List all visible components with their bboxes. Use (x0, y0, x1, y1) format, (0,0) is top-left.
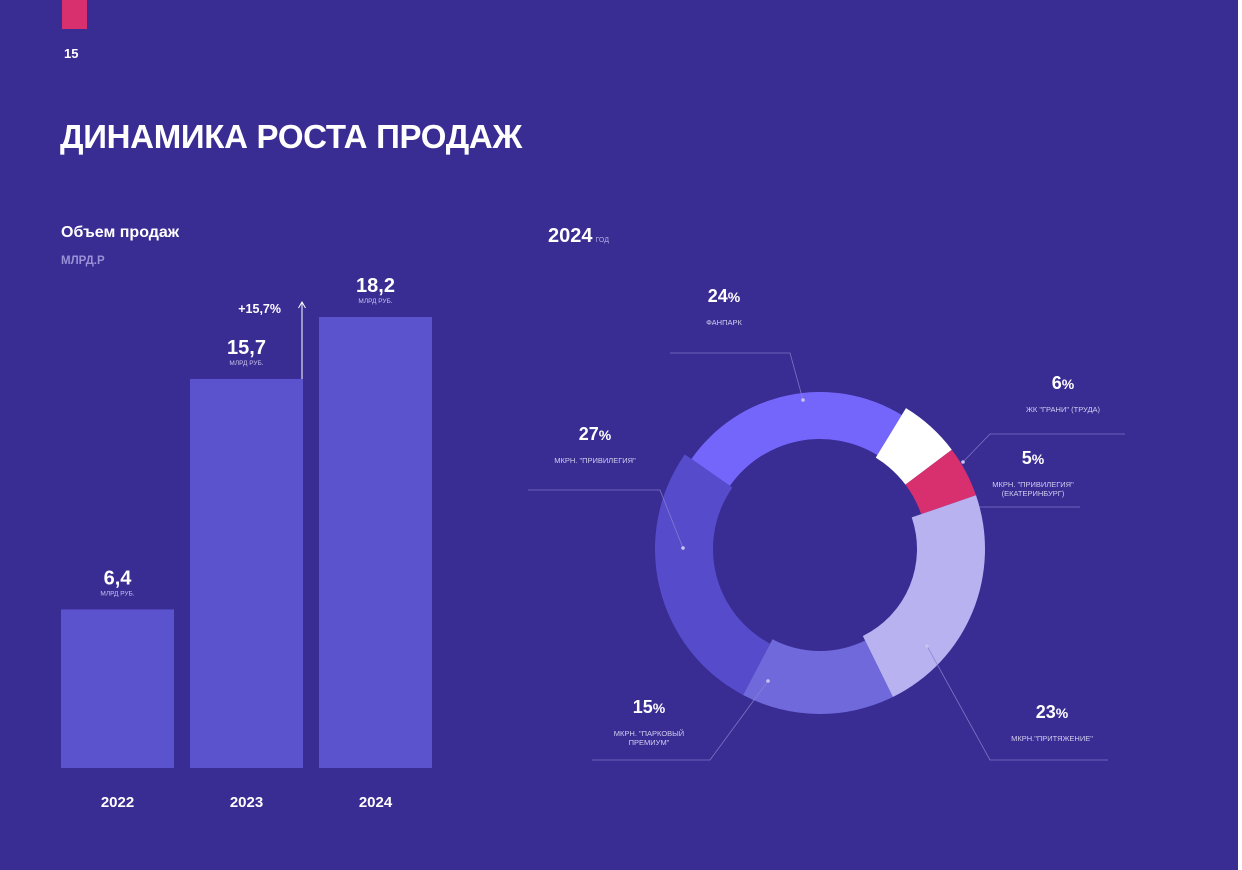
bar-chart-title: Объем продаж (61, 224, 180, 241)
bar-chart-unit: МЛРД.Р (61, 255, 105, 267)
bar-value-unit: МЛРД РУБ. (358, 298, 392, 305)
slice-percent: 5% (1022, 448, 1044, 469)
slice-label: МКРН. "ПРИВИЛЕГИЯ" (554, 456, 636, 465)
slice-percent-sign: % (1061, 376, 1075, 392)
leader-line (670, 352, 804, 401)
accent-tab (62, 0, 87, 29)
slice-percent-value: 5 (1021, 448, 1032, 468)
leader-dot (766, 679, 770, 683)
slice-percent-value: 6 (1051, 373, 1062, 393)
slice-percent-sign: % (1055, 705, 1069, 721)
page-edge-strip (1238, 0, 1242, 870)
slice-label: ЖК "ГРАНИ" (ТРУДА) (1025, 405, 1101, 414)
slice-percent: 6% (1052, 373, 1074, 394)
slice-label: ФАНПАРК (706, 318, 742, 327)
slice-label: МКРН."ПРИТЯЖЕНИЕ" (1011, 734, 1093, 743)
bar-value-label: 18,2 (356, 275, 395, 297)
leader-line (926, 645, 1108, 761)
slice-percent-value: 27 (578, 424, 599, 444)
x-tick-label: 2024 (359, 794, 393, 811)
slice-percent-sign: % (652, 700, 666, 716)
x-tick-label: 2023 (230, 794, 263, 811)
donut-slice (654, 454, 771, 695)
page-title: ДИНАМИКА РОСТА ПРОДАЖ (60, 118, 522, 155)
leader-dot (681, 546, 685, 550)
slice-percent-sign: % (598, 427, 612, 443)
bar-value-unit: МЛРД РУБ. (229, 360, 263, 367)
slice-label: МКРН. "ПАРКОВЫЙ ПРЕМИУМ" (613, 729, 685, 747)
slice-percent-sign: % (727, 289, 741, 305)
growth-annotation: +15,7% (238, 302, 281, 316)
donut-year: 2024 (548, 225, 593, 247)
donut-year-unit: ГОД (595, 237, 609, 244)
leader-line (528, 489, 684, 549)
donut-slice (691, 391, 902, 486)
leader-line (973, 506, 1080, 518)
donut-chart-title: 2024 ГОД (548, 225, 609, 248)
donut-slice (875, 408, 952, 485)
bar-value-unit: МЛРД РУБ. (100, 590, 134, 597)
slice-percent: 23% (1036, 702, 1068, 723)
slice-percent-value: 24 (707, 286, 728, 306)
bar-value-label: 6,4 (104, 567, 133, 589)
slice-percent: 15% (633, 697, 665, 718)
donut-slice (862, 495, 985, 698)
page-number: 15 (64, 46, 79, 61)
donut-slice (743, 639, 893, 714)
growth-arrow-head (298, 301, 306, 309)
slice-label: МКРН. "ПРИВИЛЕГИЯ" (ЕКАТЕРИНБУРГ) (992, 480, 1074, 498)
slice-percent-value: 23 (1035, 702, 1056, 722)
x-tick-label: 2022 (101, 794, 134, 811)
leader-line (962, 433, 1125, 463)
slice-percent: 27% (579, 424, 611, 445)
slice-percent: 24% (708, 286, 740, 307)
bar-2022 (61, 609, 174, 768)
leader-dot (925, 644, 929, 648)
leader-dot (961, 460, 965, 464)
bar-value-label: 15,7 (227, 337, 266, 359)
slice-percent-sign: % (1031, 451, 1045, 467)
bar-2023 (190, 378, 303, 768)
leader-line (592, 680, 769, 761)
donut-slice (905, 449, 977, 515)
leader-dot (801, 398, 805, 402)
bar-2024 (319, 317, 432, 768)
slice-percent-value: 15 (632, 697, 653, 717)
